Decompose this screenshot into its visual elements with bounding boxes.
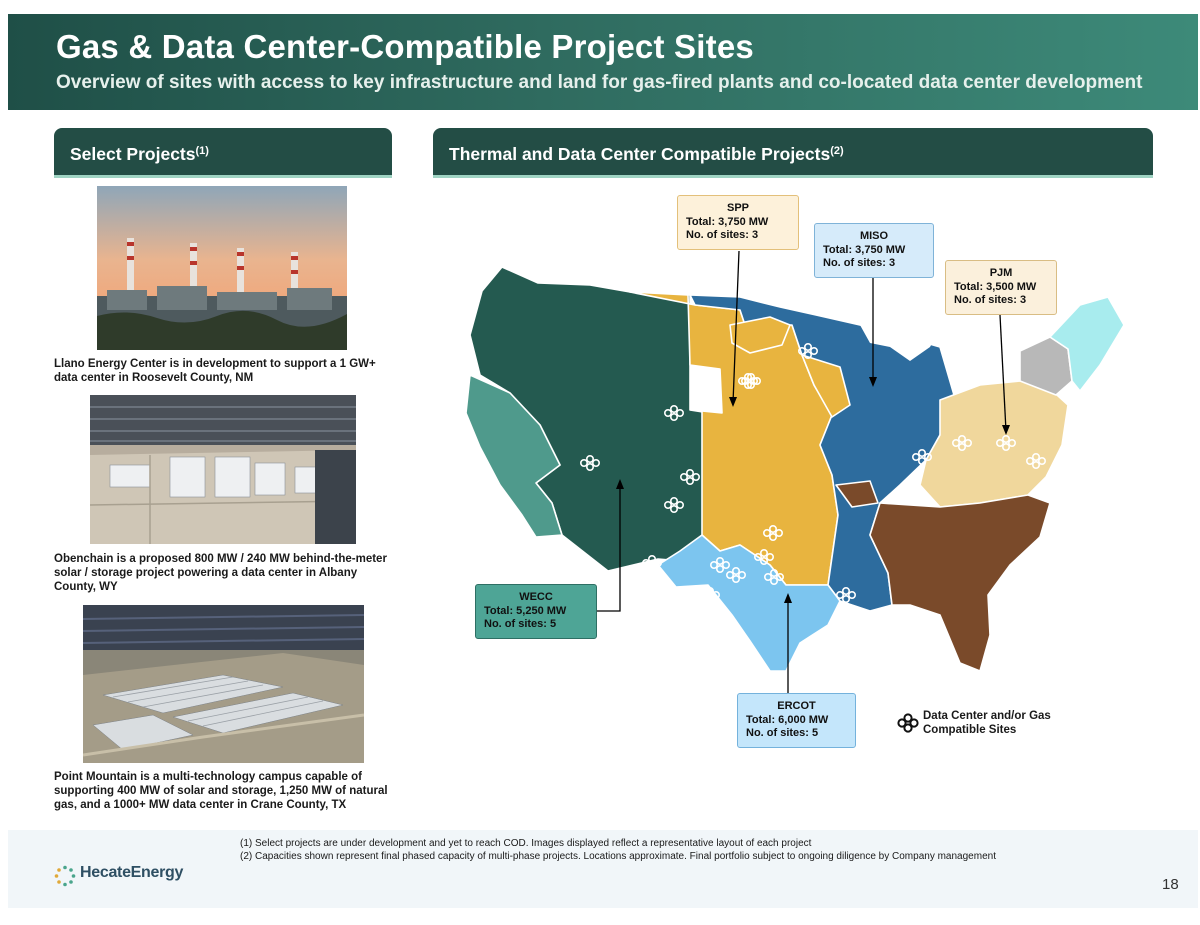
site-cluster-icon — [641, 555, 663, 572]
select-projects-header: Select Projects(1) — [54, 128, 392, 178]
site-cluster-icon — [753, 549, 775, 566]
footnote-ref-1: (1) — [195, 145, 209, 157]
page-number: 18 — [1162, 876, 1179, 893]
title-banner: Gas & Data Center-Compatible Project Sit… — [8, 14, 1198, 110]
site-cluster-icon — [663, 497, 685, 514]
select-projects-title: Select Projects — [70, 144, 196, 164]
southeast-missouri-lobe — [835, 480, 879, 508]
footnote-2: (2) Capacities shown represent final pha… — [240, 851, 996, 862]
footnote-ref-2: (2) — [830, 145, 844, 157]
wecc-total: Total: 5,250 MW — [484, 604, 567, 617]
ercot-callout: ERCOT Total: 6,000 MW No. of sites: 5 — [737, 693, 856, 748]
llano-caption: Llano Energy Center is in development to… — [54, 358, 376, 384]
us-map-graphic — [465, 250, 1125, 693]
ercot-name: ERCOT — [777, 700, 816, 712]
wecc-name: WECC — [519, 591, 553, 603]
pjm-region — [919, 380, 1069, 508]
site-cluster-icon — [762, 525, 784, 542]
page-title: Gas & Data Center-Compatible Project Sit… — [56, 28, 754, 65]
ercot-sites: No. of sites: 5 — [746, 727, 819, 739]
site-cluster-icon — [725, 567, 747, 584]
page-subtitle: Overview of sites with access to key inf… — [56, 72, 1143, 93]
pjm-sites: No. of sites: 3 — [954, 294, 1027, 306]
miso-total: Total: 3,750 MW — [823, 243, 906, 256]
site-cluster-icon — [995, 435, 1017, 452]
site-cluster-icon — [1025, 453, 1047, 470]
caiso-region — [465, 374, 563, 538]
site-cluster-icon — [737, 373, 759, 390]
site-icons — [579, 343, 1047, 604]
miso-name: MISO — [859, 230, 889, 242]
wecc-callout: WECC Total: 5,250 MW No. of sites: 5 — [475, 584, 597, 639]
logo-mark-icon — [54, 865, 76, 887]
obenchain-caption: Obenchain is a proposed 800 MW / 240 MW … — [54, 553, 387, 593]
footnote-1: (1) Select projects are under developmen… — [240, 838, 812, 849]
great-lakes — [860, 317, 940, 361]
site-cluster-icon — [835, 587, 857, 604]
spp-callout: SPP Total: 3,750 MW No. of sites: 3 — [677, 195, 799, 250]
compatible-projects-header: Thermal and Data Center Compatible Proje… — [433, 128, 1153, 178]
spp-name: SPP — [726, 202, 749, 214]
logo-text: HecateEnergy — [80, 864, 184, 881]
miso-sites: No. of sites: 3 — [823, 257, 896, 269]
site-cluster-icon — [709, 557, 731, 574]
point-mountain-photo — [83, 605, 364, 763]
miso-callout: MISO Total: 3,750 MW No. of sites: 3 — [814, 223, 934, 278]
pjm-callout: PJM Total: 3,500 MW No. of sites: 3 — [945, 260, 1057, 315]
southeast-region — [869, 494, 1051, 672]
site-cluster-icon — [951, 435, 973, 452]
pjm-total: Total: 3,500 MW — [954, 280, 1037, 293]
site-cluster-icon — [911, 449, 933, 466]
llano-energy-center-photo — [97, 186, 347, 350]
site-cluster-icon — [699, 587, 721, 604]
site-cluster-icon — [579, 455, 601, 472]
spp-north-lobe — [729, 316, 791, 354]
point-mountain-caption: Point Mountain is a multi-technology cam… — [54, 771, 388, 811]
ercot-total: Total: 6,000 MW — [746, 713, 829, 726]
site-cluster-icon — [897, 713, 919, 733]
obenchain-photo — [90, 395, 356, 544]
spp-sites: No. of sites: 3 — [686, 229, 759, 241]
us-iso-map — [440, 185, 1160, 775]
map-legend: Data Center and/or Gas Compatible Sites — [897, 708, 1077, 742]
site-cluster-icon — [763, 569, 785, 586]
site-cluster-icon — [679, 469, 701, 486]
site-cluster-icon — [797, 343, 819, 360]
footer — [8, 830, 1198, 908]
pjm-name: PJM — [989, 267, 1013, 279]
wecc-sites: No. of sites: 5 — [484, 618, 557, 630]
ercot-region — [657, 534, 841, 672]
site-cluster-icon — [663, 405, 685, 422]
legend-label: Data Center and/or Gas Compatible Sites — [923, 710, 1051, 736]
spp-iowa-lobe — [801, 354, 851, 418]
isone-region — [1049, 296, 1125, 392]
compatible-projects-title: Thermal and Data Center Compatible Proje… — [449, 144, 831, 164]
spp-total: Total: 3,750 MW — [686, 215, 769, 228]
